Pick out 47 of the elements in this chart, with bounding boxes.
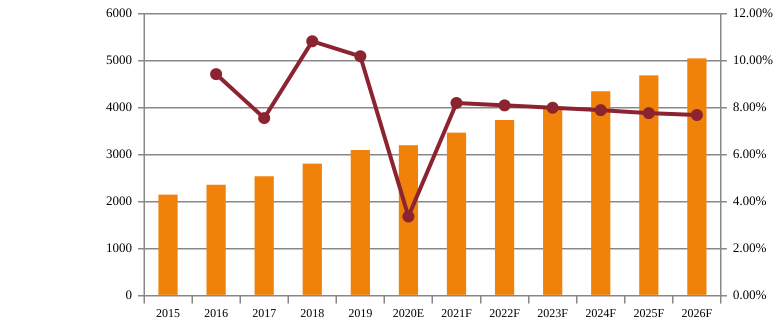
x-tick-label: 2024F xyxy=(585,306,616,320)
y2-tick-label: 6.00% xyxy=(732,146,767,162)
x-tick-label: 2021F xyxy=(441,306,472,320)
y-tick-label: 1000 xyxy=(106,240,132,256)
bar xyxy=(206,184,226,295)
point xyxy=(210,68,222,80)
point xyxy=(450,97,462,110)
y2-tick-label: 4.00% xyxy=(732,193,767,208)
point xyxy=(258,112,270,124)
bar xyxy=(446,132,466,295)
x-tick-label: 2018 xyxy=(300,306,324,320)
y2-tick-label: 8.00% xyxy=(732,99,767,114)
x-tick-label: 2022F xyxy=(489,306,520,320)
bar xyxy=(591,91,610,295)
x-tick-label: 2020E xyxy=(392,306,424,320)
bar xyxy=(639,75,658,295)
x-tick-label: 2017 xyxy=(252,306,276,320)
bar xyxy=(687,58,706,295)
point xyxy=(594,104,607,116)
point xyxy=(546,102,559,114)
point xyxy=(690,109,703,122)
point xyxy=(642,107,655,120)
y-tick-label: 0 xyxy=(126,287,132,302)
bar xyxy=(302,164,322,295)
y2-tick-label: 2.00% xyxy=(732,240,767,256)
point xyxy=(498,99,511,112)
y-tick-label: 4000 xyxy=(106,99,132,114)
x-tick-label: 2015 xyxy=(156,306,180,320)
bar xyxy=(494,120,514,295)
y-tick-label: 3000 xyxy=(106,146,132,162)
bar xyxy=(158,194,178,295)
y2-tick-label: 12.00% xyxy=(732,5,774,20)
point xyxy=(402,210,414,222)
x-tick-label: 2025F xyxy=(633,306,664,320)
bar xyxy=(350,150,370,295)
y-tick-label: 2000 xyxy=(106,193,132,208)
x-tick-label: 2026F xyxy=(682,306,713,320)
y-tick-label: 6000 xyxy=(106,5,132,20)
bar xyxy=(254,176,274,295)
x-tick-label: 2023F xyxy=(537,306,568,320)
y-tick-label: 5000 xyxy=(106,52,132,68)
y2-tick-label: 0.00% xyxy=(732,287,767,302)
y2-tick-label: 10.00% xyxy=(732,52,774,68)
x-tick-label: 2016 xyxy=(204,306,228,320)
point xyxy=(354,50,366,62)
x-tick-label: 2019 xyxy=(348,306,372,320)
point xyxy=(306,35,318,48)
